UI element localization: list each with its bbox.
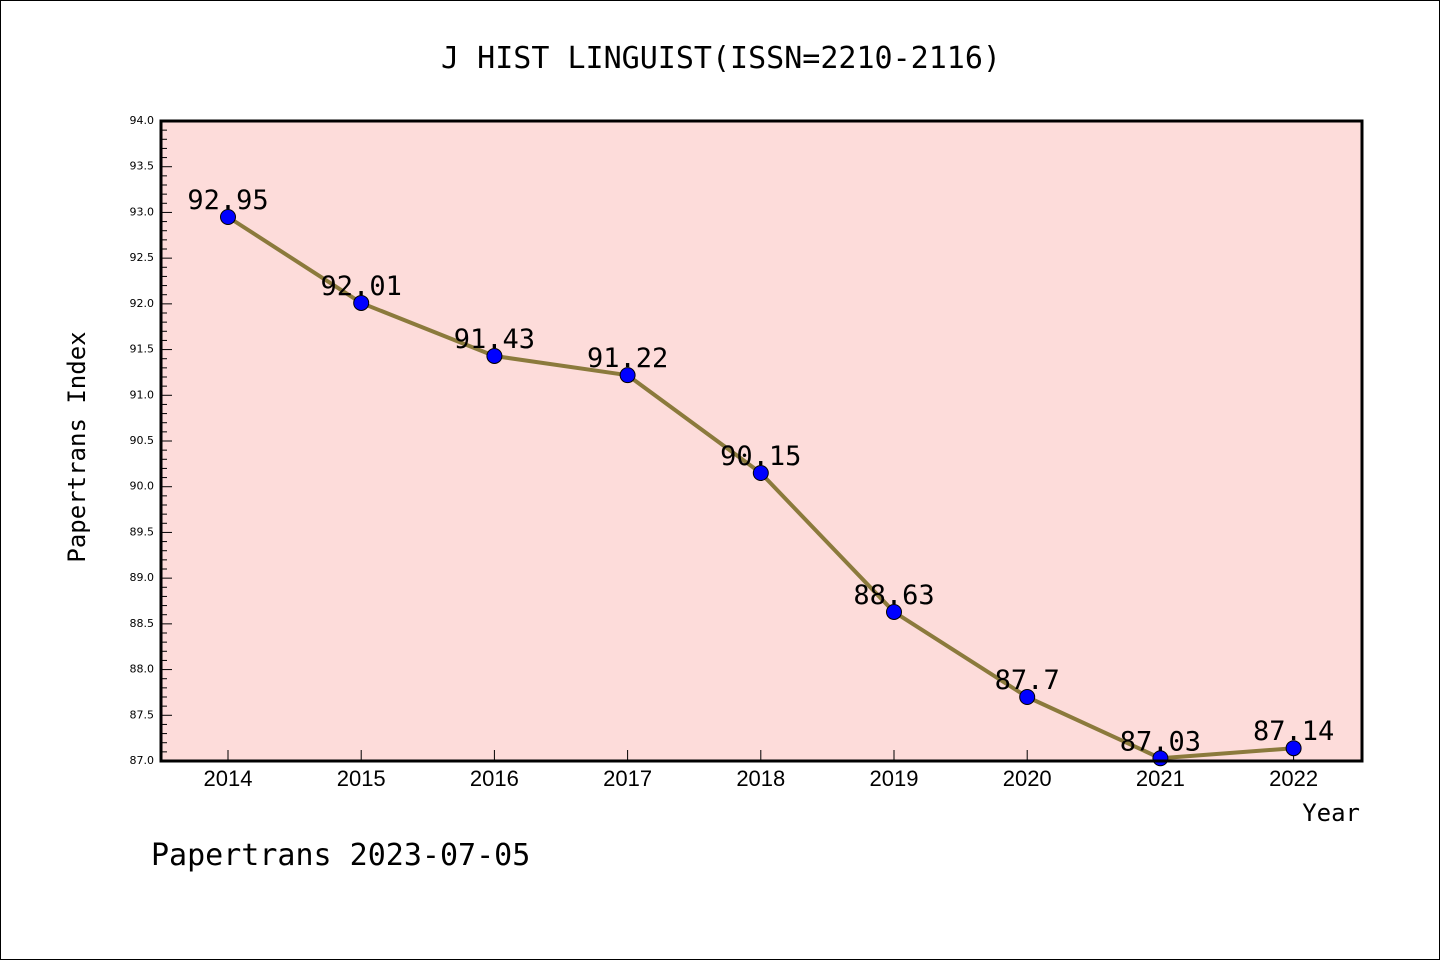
data-label: 87.7: [995, 665, 1060, 696]
x-axis: 2014 2015 2016 2017 2018 2019 2020 2021 2022: [204, 750, 1318, 791]
x-tick-label: 2017: [603, 766, 652, 791]
x-tick-label: 2015: [337, 766, 386, 791]
data-point-marker: [1285, 740, 1302, 757]
chart-title: J HIST LINGUIST(ISSN=2210-2116): [441, 41, 1001, 76]
y-tick-label: 87.5: [130, 708, 155, 721]
x-tick-label: 2019: [870, 766, 919, 791]
y-tick-label: 94.0: [130, 114, 155, 127]
plot-border: [159, 119, 1364, 763]
y-tick-label: 91.0: [130, 388, 155, 401]
data-point-marker: [886, 603, 902, 620]
data-label: 92.95: [187, 185, 268, 216]
y-axis-label: Papertrans Index: [63, 331, 91, 562]
y-tick-label: 88.5: [130, 617, 155, 630]
y-tick-label: 93.0: [130, 205, 155, 218]
data-point-marker: [486, 347, 503, 364]
data-label: 87.03: [1120, 726, 1201, 757]
x-tick-label: 2021: [1136, 766, 1185, 791]
plot-area: [161, 121, 1362, 761]
data-label: 92.01: [321, 271, 402, 302]
y-tick-label: 88.0: [130, 663, 155, 676]
data-label: 91.43: [454, 324, 535, 355]
data-point-marker: [353, 294, 370, 311]
data-point-marker: [619, 367, 636, 384]
data-label: 91.22: [587, 343, 668, 374]
data-point-marker: [752, 465, 769, 481]
y-tick-label: 93.5: [130, 160, 155, 173]
data-label: 87.14: [1253, 716, 1334, 747]
y-tick-label: 89.0: [130, 571, 155, 584]
y-tick-label: 89.5: [130, 525, 155, 538]
x-tick-label: 2022: [1269, 766, 1318, 791]
x-tick-label: 2018: [736, 766, 785, 791]
y-axis: 87.0 87.5 88.0 88.5 89.0 89.5 90.0 90.5 91.0 91.5…: [130, 114, 172, 767]
y-tick-label: 90.0: [130, 480, 155, 493]
data-point-marker: [220, 209, 236, 225]
x-tick-label: 2016: [470, 766, 519, 791]
data-label: 90.15: [720, 441, 801, 472]
y-tick-label: 91.5: [130, 343, 155, 356]
x-tick-label: 2014: [204, 766, 253, 791]
data-label: 88.63: [853, 580, 934, 611]
watermark-text: Papertrans 2023-07-05: [151, 838, 530, 873]
y-tick-label: 87.0: [130, 754, 155, 767]
x-tick-label: 2020: [1003, 766, 1052, 791]
y-tick-label: 90.5: [130, 434, 155, 447]
data-point-marker: [1019, 689, 1036, 705]
y-tick-label: 92.0: [130, 297, 155, 310]
series-papertrans-index: 92.95 92.01 91.43 91.22 90.15 88.63 87.7 87.03 8…: [187, 185, 1334, 767]
x-axis-label: Year: [1302, 799, 1360, 827]
y-tick-label: 92.5: [130, 251, 155, 264]
